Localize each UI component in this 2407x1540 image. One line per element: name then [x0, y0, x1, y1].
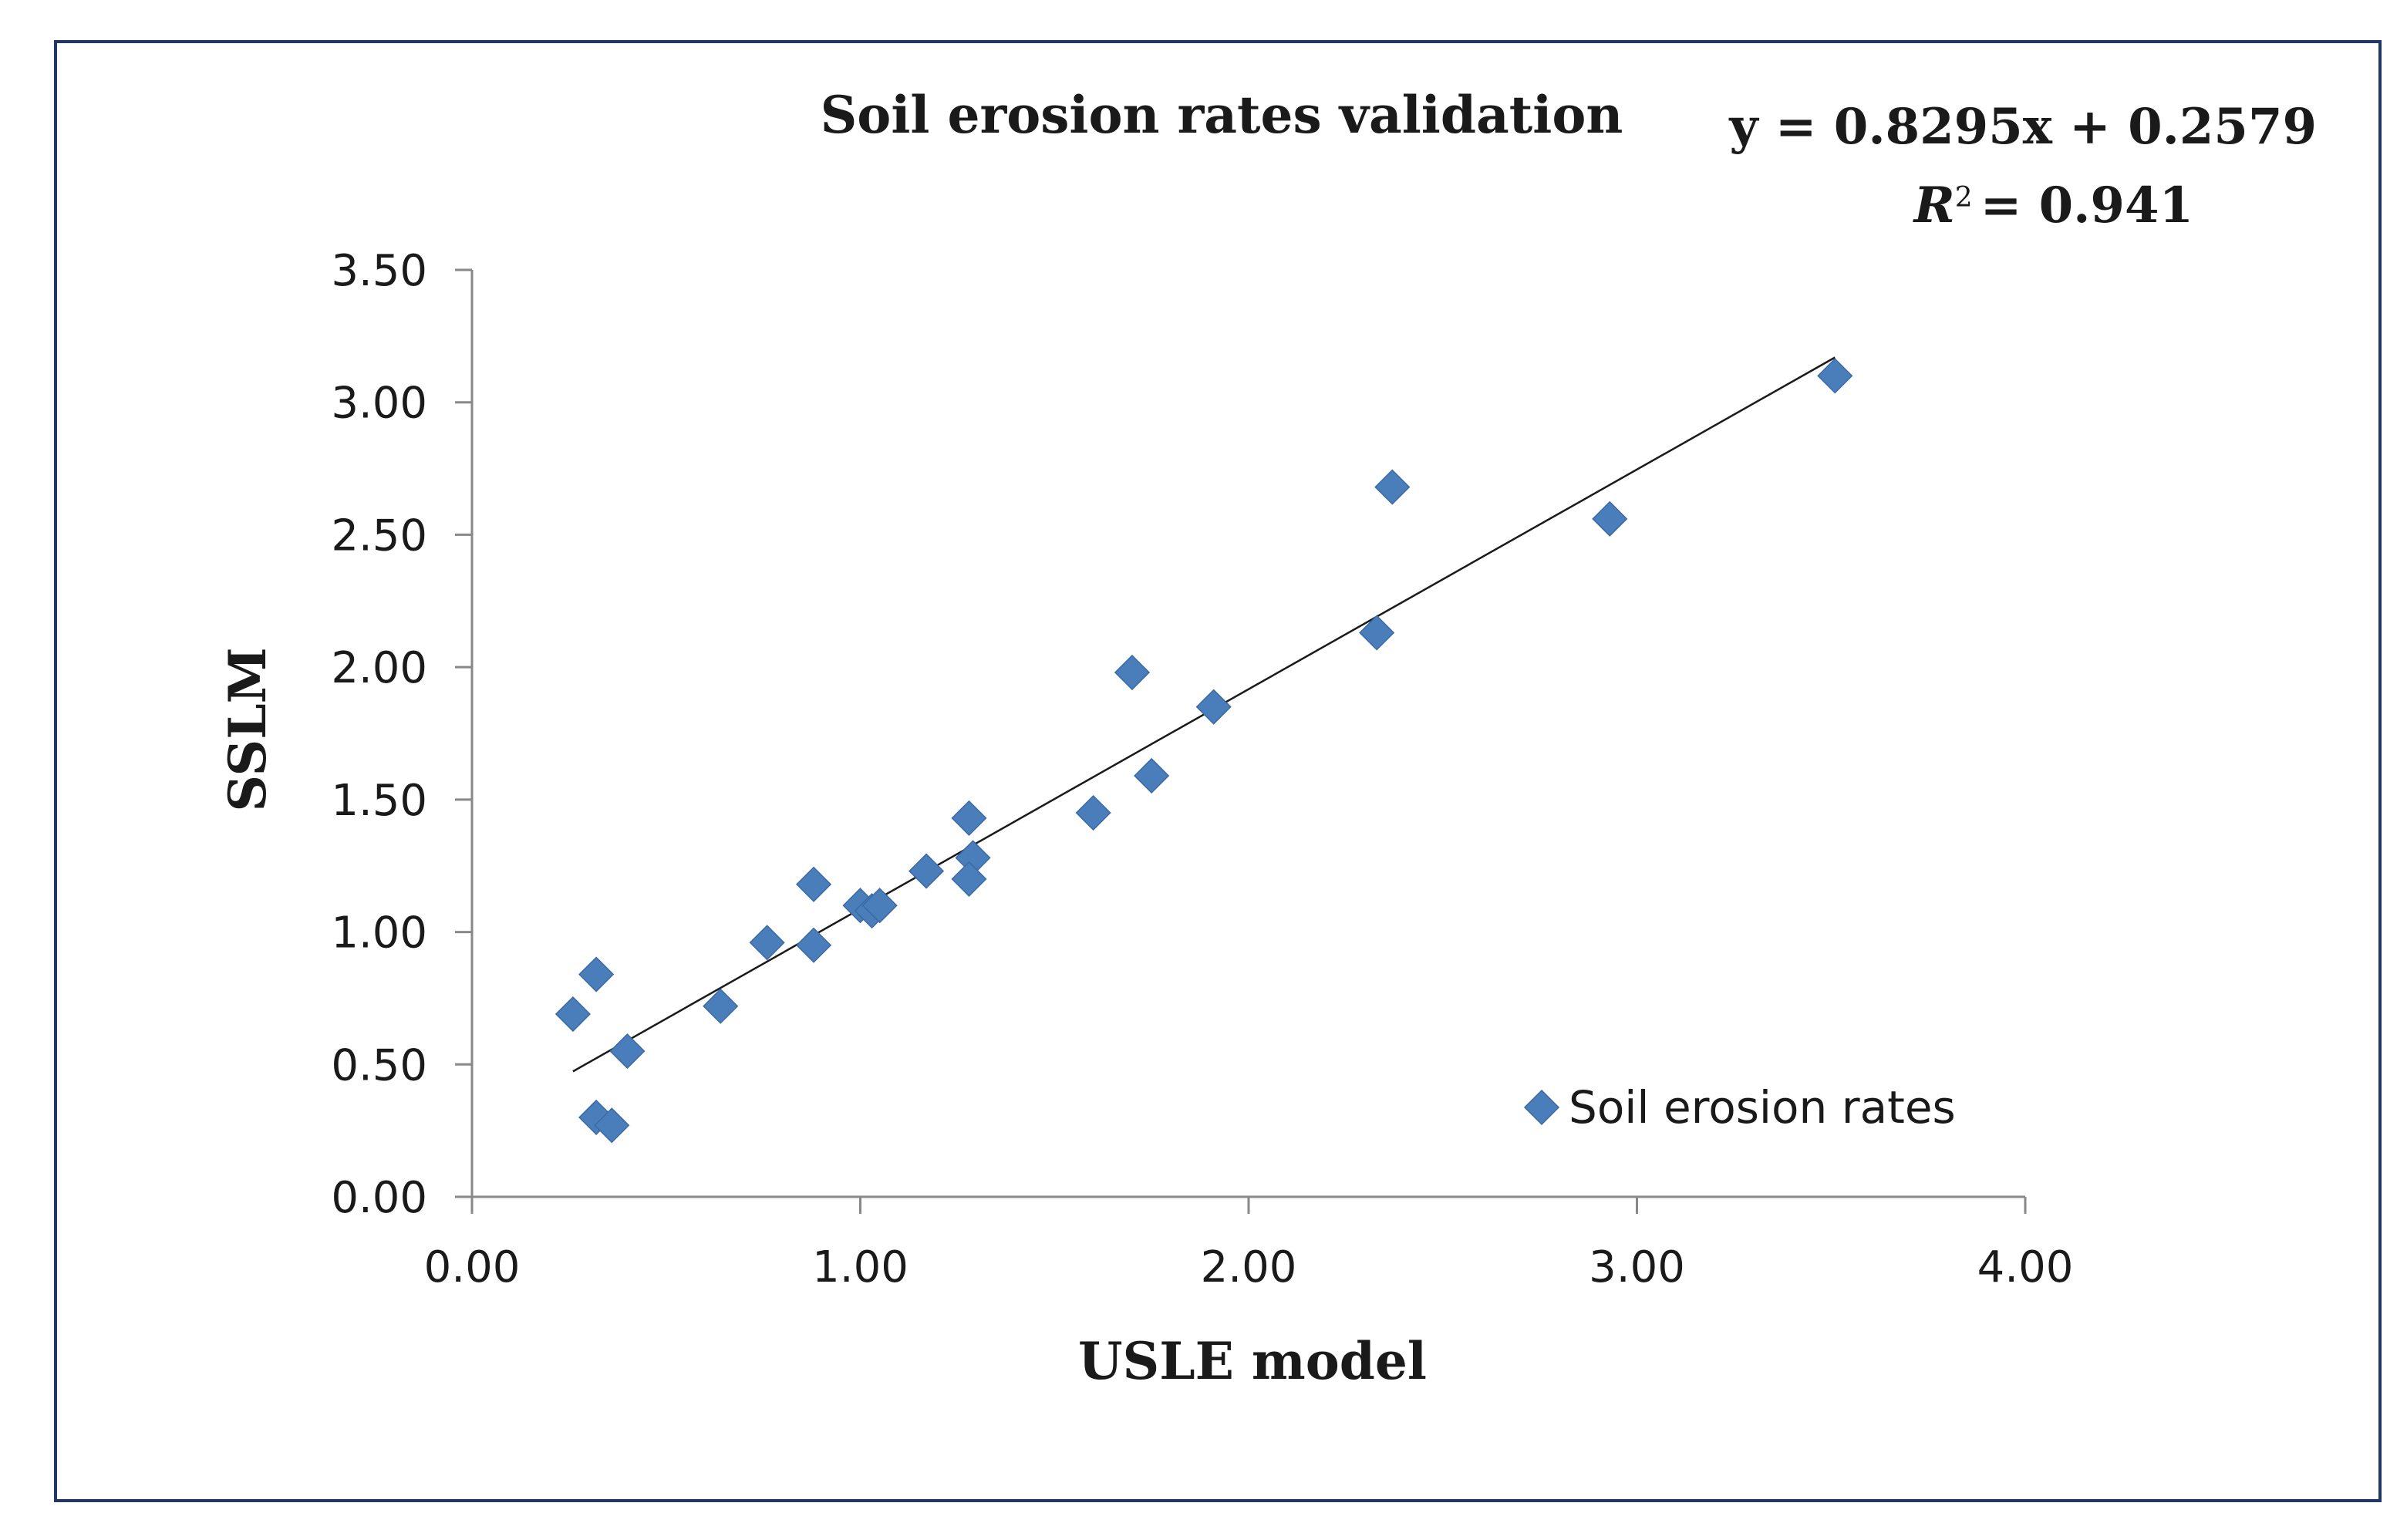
y-axis-ticks: 0.00 0.50 1.00 1.50 2.00 2.50 3.00 3.50: [331, 246, 472, 1223]
chart-frame: Soil erosion rates validation y = 0.8295…: [54, 40, 2382, 1502]
legend: Soil erosion rates: [1523, 1081, 1956, 1134]
data-point: [1114, 654, 1151, 691]
y-tick-label: 0.50: [331, 1040, 427, 1090]
data-point: [1592, 500, 1628, 537]
data-point: [1195, 689, 1232, 725]
data-point: [1134, 757, 1170, 794]
data-point: [555, 996, 591, 1033]
legend-label: Soil erosion rates: [1569, 1081, 1956, 1134]
x-tick-label: 3.00: [1589, 1242, 1685, 1292]
trendline-equation: y = 0.8295x + 0.2579: [1728, 98, 2317, 156]
y-tick-label: 1.50: [331, 776, 427, 826]
legend-marker-diamond-icon: [1523, 1089, 1560, 1126]
chart-title: Soil erosion rates validation: [821, 85, 1623, 145]
data-point: [951, 800, 987, 836]
data-point: [749, 925, 785, 961]
data-point: [1359, 615, 1395, 651]
x-tick-label: 2.00: [1201, 1242, 1297, 1292]
y-tick-label: 3.50: [331, 246, 427, 296]
data-point: [1374, 469, 1411, 505]
r-squared-value: = 0.941: [1981, 177, 2193, 234]
data-point: [1075, 794, 1111, 831]
data-point: [594, 1107, 630, 1144]
data-point: [909, 853, 945, 889]
x-axis-ticks: 0.00 1.00 2.00 3.00 4.00: [424, 1197, 2074, 1292]
data-point: [1817, 358, 1853, 394]
x-tick-label: 0.00: [424, 1242, 521, 1292]
data-point: [609, 1033, 646, 1070]
r-squared-symbol: R: [1913, 177, 1955, 234]
data-points: [555, 358, 1853, 1144]
axes: [470, 270, 2025, 1198]
r-squared-label: R2 = 0.941: [1913, 177, 2193, 234]
x-tick-label: 4.00: [1977, 1242, 2074, 1292]
y-tick-label: 2.50: [331, 511, 427, 561]
y-tick-label: 1.00: [331, 908, 427, 959]
y-tick-label: 3.00: [331, 379, 427, 429]
data-point: [951, 861, 987, 897]
data-point: [861, 888, 898, 924]
y-tick-label: 2.00: [331, 643, 427, 693]
scatter-chart: Soil erosion rates validation y = 0.8295…: [217, 85, 2317, 1391]
data-point: [796, 866, 832, 902]
x-tick-label: 1.00: [812, 1242, 909, 1292]
y-tick-label: 0.00: [331, 1173, 427, 1223]
y-axis-title: SSLM: [217, 647, 278, 811]
data-point: [703, 988, 739, 1024]
data-point: [578, 956, 615, 992]
r-squared-superscript: 2: [1955, 182, 1973, 214]
x-axis-title: USLE model: [1078, 1331, 1427, 1391]
data-point: [796, 927, 832, 963]
